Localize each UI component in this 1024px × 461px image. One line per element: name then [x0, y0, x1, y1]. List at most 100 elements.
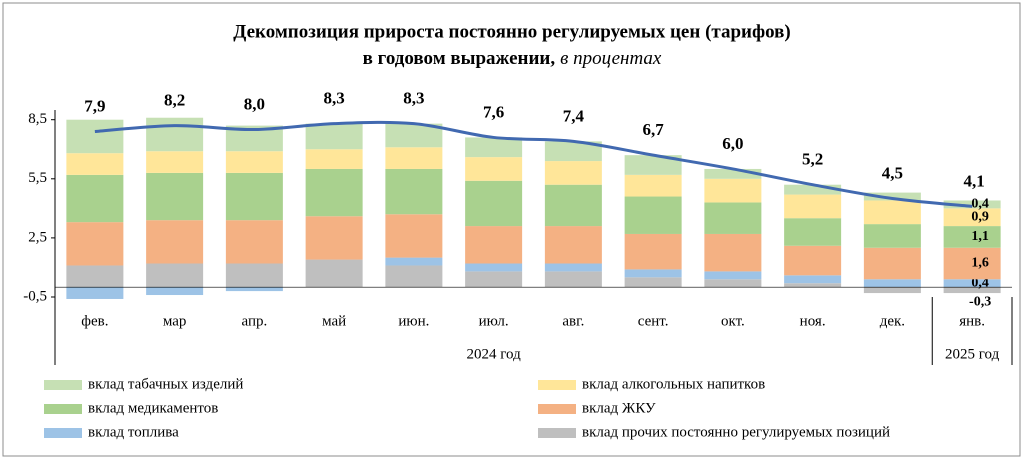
- bar-segment: [465, 157, 523, 181]
- bar-segment: [385, 123, 443, 148]
- bar-segment: [385, 168, 443, 215]
- bar-segment: [385, 214, 443, 258]
- title-line: в годовом выражении,: [363, 48, 556, 69]
- bar-segment: [146, 172, 204, 221]
- line-value-label: 7,9: [84, 96, 105, 115]
- bar-segment: [465, 180, 523, 227]
- bar-segment: [225, 151, 283, 173]
- bar-segment: [305, 259, 363, 288]
- bar-segment: [465, 226, 523, 264]
- segment-label: 1,6: [971, 256, 989, 271]
- line-value-label: 6,7: [643, 120, 665, 139]
- bar-segment: [225, 172, 283, 221]
- bar-segment: [704, 168, 762, 179]
- bar-segment: [784, 283, 842, 288]
- x-tick-label: ноя.: [800, 313, 826, 329]
- bar-segment: [624, 155, 682, 175]
- x-tick-label: окт.: [721, 313, 745, 329]
- bar-segment: [146, 151, 204, 173]
- bar-segment: [624, 233, 682, 270]
- bar-segment: [704, 233, 762, 272]
- bar-segment: [943, 226, 1001, 248]
- legend-swatch: [538, 428, 576, 438]
- x-tick-label: дек.: [880, 313, 905, 329]
- bar-segment: [704, 279, 762, 288]
- bar-segment: [784, 275, 842, 284]
- x-tick-label: янв.: [959, 313, 985, 329]
- y-tick-label: -0,5: [23, 288, 47, 304]
- bar-segment: [146, 263, 204, 288]
- bar-segment: [863, 287, 921, 294]
- chart-title-2: в годовом выражении, в процентах: [363, 48, 662, 69]
- x-tick-label: мар: [163, 313, 187, 329]
- legend-label: вклад алкогольных напитков: [582, 376, 765, 392]
- y-tick-label: 2,5: [28, 229, 47, 245]
- bar-segment: [66, 119, 124, 154]
- bar-segment: [784, 218, 842, 246]
- legend-swatch: [44, 404, 82, 414]
- bar-segment: [624, 174, 682, 197]
- line: [94, 120, 973, 208]
- legend-label: вклад медикаментов: [88, 400, 218, 416]
- group-label: 2025 год: [945, 346, 1000, 362]
- bar-segment: [943, 200, 1001, 209]
- legend-swatch: [44, 428, 82, 438]
- line-value-label: 7,4: [563, 106, 585, 125]
- legend-swatch: [538, 404, 576, 414]
- line-value-label: 8,2: [164, 91, 185, 110]
- bar-segment: [863, 224, 921, 248]
- line-value-label: 8,3: [324, 89, 345, 108]
- x-tick-label: сент.: [638, 313, 669, 329]
- chart-title: Декомпозиция прироста постоянно регулиру…: [233, 21, 790, 42]
- bar-segment: [66, 287, 124, 299]
- bar-segment: [305, 168, 363, 217]
- legend-swatch: [44, 380, 82, 390]
- bar-segment: [544, 226, 602, 264]
- x-tick-label: фев.: [81, 313, 108, 329]
- line-value-label: 8,3: [403, 89, 424, 108]
- bar-segment: [624, 277, 682, 288]
- bar-segment: [146, 287, 204, 296]
- y-tick-label: 5,5: [28, 170, 47, 186]
- bar-segment: [863, 192, 921, 201]
- line-value-label: 4,5: [882, 163, 903, 182]
- bar-segment: [385, 147, 443, 169]
- x-tick-label: июл.: [479, 313, 509, 329]
- bar-segment: [863, 247, 921, 280]
- bar-segment: [863, 200, 921, 225]
- bar-segment: [385, 257, 443, 266]
- bar-segment: [943, 279, 1001, 288]
- bar-segment: [784, 245, 842, 276]
- bar-segment: [784, 184, 842, 195]
- x-tick-label: июн.: [398, 313, 429, 329]
- bar-segment: [385, 265, 443, 288]
- bar-segment: [624, 269, 682, 278]
- bar-segment: [544, 184, 602, 227]
- bar-segment: [225, 263, 283, 288]
- legend-label: вклад прочих постоянно регулируемых пози…: [582, 424, 890, 440]
- bar-segment: [465, 137, 523, 158]
- bar-segment: [305, 149, 363, 169]
- segment-label: -0,3: [969, 294, 991, 309]
- bar-segment: [943, 287, 1001, 294]
- bar-segment: [704, 202, 762, 234]
- bar-segment: [863, 279, 921, 288]
- bar-segment: [66, 153, 124, 175]
- bar-segment: [225, 220, 283, 264]
- x-tick-label: апр.: [242, 313, 268, 329]
- bar-segment: [544, 263, 602, 272]
- bar-segment: [544, 141, 602, 162]
- bar-segment: [465, 263, 523, 272]
- chart-subtitle: в процентах: [560, 48, 662, 69]
- bar-segment: [305, 216, 363, 260]
- y-tick-label: 8,5: [28, 111, 47, 127]
- line-value-label: 8,0: [244, 94, 265, 113]
- bar-segment: [784, 194, 842, 219]
- bar-segment: [66, 222, 124, 266]
- bar-segment: [66, 174, 124, 223]
- line-value-label: 7,6: [483, 102, 504, 121]
- legend-label: вклад табачных изделий: [88, 376, 243, 392]
- legend-label: вклад топлива: [88, 424, 179, 440]
